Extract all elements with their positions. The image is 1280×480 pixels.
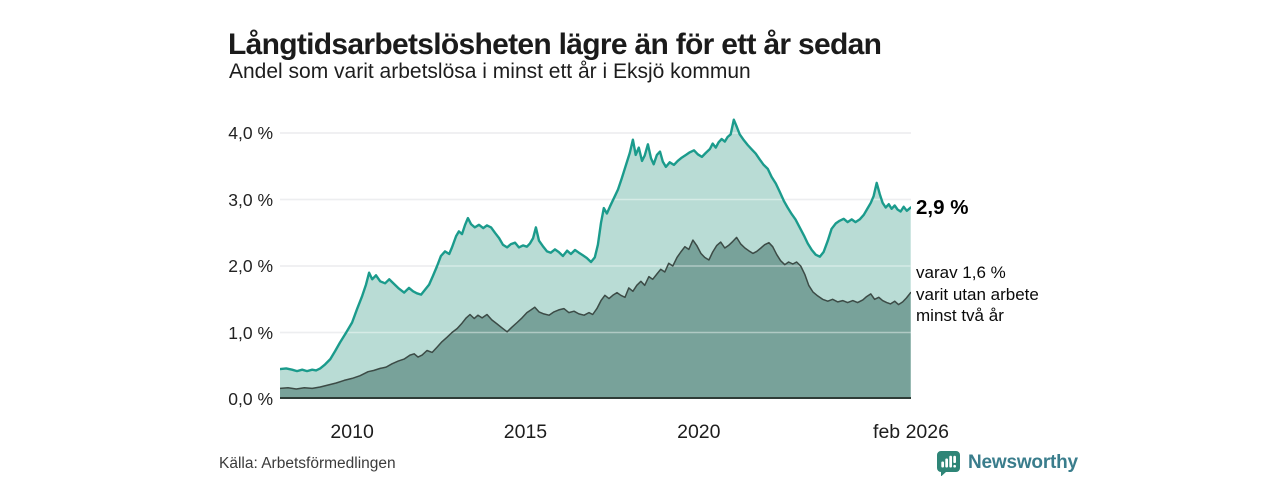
- x-axis-label: 2015: [503, 421, 548, 443]
- source-note: Källa: Arbetsförmedlingen: [219, 455, 396, 472]
- secondary-annotation: varav 1,6 % varit utan arbete minst två år: [916, 262, 1039, 327]
- x-axis-label: feb 2026: [873, 421, 949, 443]
- secondary-annotation-line: varit utan arbete: [916, 284, 1039, 304]
- chart-subtitle: Andel som varit arbetslösa i minst ett å…: [229, 60, 751, 83]
- y-axis-label: 1,0 %: [228, 322, 273, 343]
- end-value-label: 2,9 %: [916, 196, 969, 219]
- newsworthy-bubble-chart-icon: [937, 451, 960, 476]
- page-title: Långtidsarbetslösheten lägre än för ett …: [228, 28, 882, 62]
- newsworthy-logo[interactable]: Newsworthy: [935, 449, 1078, 476]
- area-chart-svg: [280, 118, 911, 399]
- x-axis-label: 2020: [677, 421, 721, 443]
- area-fill-2yr: [280, 237, 911, 399]
- secondary-annotation-line: minst två år: [916, 306, 1004, 325]
- line-2yr: [280, 236, 911, 390]
- x-axis-label: 2010: [330, 421, 374, 443]
- newsworthy-logo-text: Newsworthy: [968, 451, 1078, 473]
- y-axis-label: 3,0 %: [228, 189, 273, 210]
- y-axis-label: 2,0 %: [228, 256, 273, 276]
- line-1yr: [280, 118, 911, 373]
- y-axis-label: 4,0 %: [228, 123, 273, 143]
- y-axis-label: 0,0 %: [228, 389, 273, 409]
- secondary-annotation-line: varav 1,6 %: [916, 263, 1006, 282]
